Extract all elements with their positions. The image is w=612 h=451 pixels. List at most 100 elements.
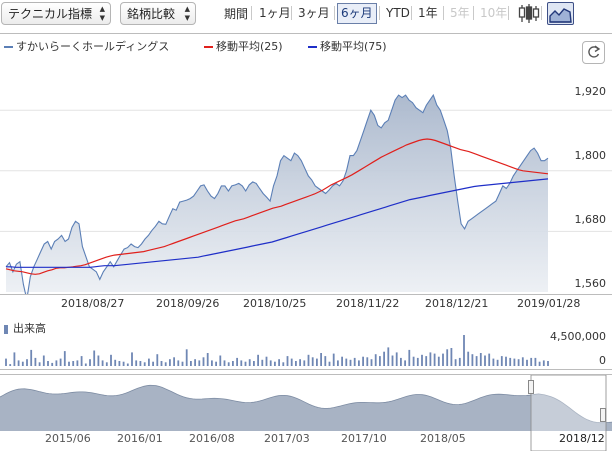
- volume-bar: [223, 360, 226, 366]
- volume-bar: [412, 356, 415, 366]
- navigator-right-handle[interactable]: [600, 408, 606, 422]
- refresh-button[interactable]: [582, 41, 605, 64]
- volume-bar: [408, 349, 411, 366]
- price-chart: [0, 93, 612, 294]
- volume-bar: [101, 360, 104, 366]
- volume-bar: [538, 361, 541, 366]
- volume-chart: [5, 335, 549, 366]
- volume-bar: [433, 353, 436, 366]
- volume-bar: [358, 360, 360, 366]
- period-tab[interactable]: 1年: [418, 6, 438, 20]
- price-chart-area: [0, 33, 612, 295]
- period-tab[interactable]: 1ヶ月: [259, 6, 291, 20]
- volume-bar: [387, 347, 390, 366]
- volume-bar: [471, 354, 474, 366]
- volume-bar: [206, 353, 209, 366]
- volume-bar: [122, 361, 125, 366]
- volume-bar: [421, 354, 423, 366]
- period-tab[interactable]: 3ヶ月: [298, 6, 330, 20]
- volume-bar: [257, 354, 259, 366]
- legend-ma25-swatch: [204, 46, 213, 48]
- volume-bar: [374, 354, 377, 366]
- volume-bar: [442, 353, 444, 366]
- volume-bar: [429, 352, 432, 366]
- volume-bar: [316, 358, 318, 366]
- volume-bar: [278, 359, 280, 366]
- volume-bar: [307, 354, 310, 366]
- volume-bar: [391, 355, 394, 366]
- select-arrows-icon: ▲ ▼: [184, 5, 190, 22]
- volume-bar: [395, 352, 398, 366]
- period-tab[interactable]: YTD: [386, 6, 410, 20]
- volume-bar: [500, 356, 503, 366]
- volume-bar: [253, 361, 255, 366]
- volume-bar: [51, 362, 54, 366]
- compare-label: 銘柄比較: [127, 7, 176, 21]
- volume-bar: [299, 359, 301, 366]
- area-chart-button[interactable]: [547, 2, 574, 25]
- navigator-tick: 2018/05: [420, 432, 466, 445]
- volume-bar: [404, 360, 406, 366]
- legend-ma25: 移動平均(25): [204, 38, 283, 54]
- volume-bar: [337, 360, 339, 366]
- volume-bar: [265, 356, 268, 366]
- legend-ma75-text: 移動平均(75): [320, 40, 387, 53]
- y-tick: 1,560: [574, 277, 607, 290]
- volume-bar: [248, 359, 251, 366]
- navigator-selection[interactable]: [530, 375, 607, 451]
- legend-volume-swatch: [4, 324, 8, 334]
- volume-bar: [76, 360, 79, 366]
- volume-tick: 4,500,000: [550, 330, 606, 343]
- period-divider: [291, 6, 292, 20]
- compare-select[interactable]: 銘柄比較 ▲ ▼: [120, 2, 196, 25]
- x-tick: 2019/01/28: [517, 297, 581, 310]
- x-tick: 2018/11/22: [336, 297, 400, 310]
- candlestick-icon: [518, 4, 540, 23]
- ma75-line: [6, 178, 549, 268]
- volume-bar: [341, 356, 343, 366]
- candlestick-button[interactable]: [515, 2, 541, 25]
- volume-bar: [30, 349, 33, 366]
- navigator-line: [0, 384, 612, 424]
- volume-bar: [89, 359, 91, 366]
- volume-bar: [148, 358, 150, 366]
- x-tick: 2018/10/25: [243, 297, 307, 310]
- volume-bar: [370, 359, 373, 366]
- volume-bar: [198, 360, 201, 366]
- period-tab[interactable]: 6ヶ月: [337, 3, 377, 24]
- volume-bar: [416, 357, 419, 366]
- volume-bar: [232, 361, 234, 366]
- navigator[interactable]: [0, 374, 612, 451]
- volume-bar: [185, 349, 188, 366]
- volume-area: [0, 316, 612, 370]
- volume-bar: [320, 353, 322, 366]
- volume-bar: [282, 362, 285, 366]
- y-tick: 1,680: [574, 213, 607, 226]
- navigator-left-handle[interactable]: [528, 380, 534, 394]
- volume-bar: [458, 357, 461, 366]
- technical-indicator-select[interactable]: テクニカル指標 ▲ ▼: [1, 2, 111, 25]
- volume-bar: [34, 357, 37, 366]
- volume-bar: [290, 358, 293, 366]
- period-divider: [334, 6, 335, 20]
- volume-bar: [261, 359, 264, 366]
- volume-tick: 0: [599, 354, 606, 367]
- volume-bar: [181, 361, 184, 366]
- y-tick: 1,920: [574, 85, 607, 98]
- volume-bar: [542, 360, 545, 366]
- select-arrows-icon: ▲ ▼: [99, 5, 105, 22]
- volume-bar: [173, 357, 175, 366]
- volume-bar: [244, 361, 247, 366]
- volume-bar: [484, 355, 486, 366]
- volume-bar: [202, 357, 205, 366]
- period-divider: [508, 6, 509, 20]
- period-divider: [251, 6, 252, 20]
- price-line: [5, 93, 549, 294]
- volume-bar: [156, 354, 159, 366]
- volume-bar: [467, 351, 470, 366]
- volume-bar: [194, 359, 196, 366]
- volume-bar: [160, 361, 163, 366]
- refresh-icon: [588, 45, 601, 58]
- volume-bar: [55, 360, 58, 366]
- period-divider: [443, 6, 444, 20]
